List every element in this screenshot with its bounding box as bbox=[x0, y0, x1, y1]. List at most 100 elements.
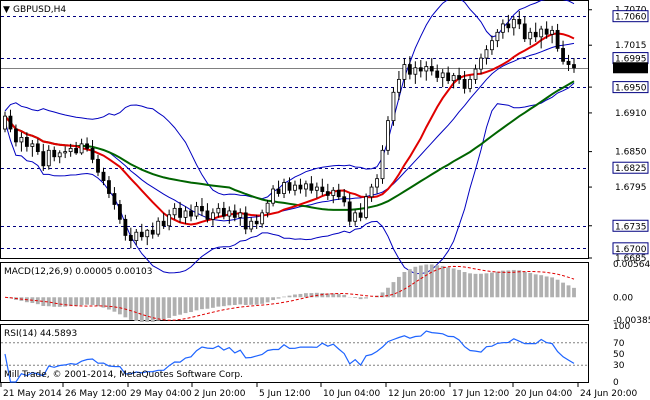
candle bbox=[24, 132, 29, 152]
candle-body bbox=[566, 60, 571, 65]
price-tick-label: 1.6850 bbox=[615, 148, 647, 158]
candle bbox=[320, 178, 325, 196]
candle-body bbox=[24, 137, 29, 147]
candle bbox=[254, 214, 259, 229]
candle-body bbox=[194, 206, 199, 217]
candle-body bbox=[528, 31, 533, 40]
candle bbox=[52, 146, 57, 162]
candle-body bbox=[205, 210, 210, 220]
candle-body bbox=[221, 207, 226, 217]
candle-body bbox=[511, 19, 516, 29]
macd-indicator: 0.00564 0.00 -0.00385 bbox=[4, 260, 650, 326]
candle bbox=[265, 199, 270, 218]
current-price-label: 1.6980 bbox=[615, 64, 647, 74]
candle bbox=[407, 56, 412, 80]
candle-body bbox=[506, 23, 511, 29]
candle bbox=[533, 22, 538, 42]
candle-body bbox=[561, 48, 565, 62]
candle-body bbox=[210, 212, 215, 220]
rsi-line bbox=[4, 330, 575, 383]
candle bbox=[369, 183, 374, 202]
candle-body bbox=[446, 72, 451, 82]
candle bbox=[271, 185, 275, 207]
price-tick-label: 1.6685 bbox=[615, 254, 647, 264]
candle bbox=[391, 87, 396, 126]
ma-green-line bbox=[4, 80, 575, 211]
candle bbox=[440, 69, 445, 88]
candle bbox=[462, 70, 467, 94]
candle bbox=[293, 180, 297, 196]
candle-body bbox=[544, 28, 549, 35]
candle bbox=[298, 178, 303, 194]
candle bbox=[418, 60, 423, 78]
candle-body bbox=[473, 68, 478, 80]
macd-label: MACD(12,26,9) 0.00005 0.00103 bbox=[4, 267, 153, 277]
candle bbox=[172, 203, 177, 220]
candle-body bbox=[314, 186, 319, 191]
level-label-text: 1.6950 bbox=[615, 84, 647, 94]
candle bbox=[484, 45, 489, 65]
candle bbox=[561, 40, 565, 65]
candle bbox=[249, 217, 254, 233]
candle bbox=[309, 176, 314, 194]
candle bbox=[139, 223, 144, 241]
candle-body bbox=[260, 212, 265, 225]
candle bbox=[221, 201, 226, 220]
candle-body bbox=[90, 147, 95, 160]
chart-expand-icon[interactable]: ▼ bbox=[3, 5, 10, 15]
candle-body bbox=[107, 180, 111, 194]
candle bbox=[397, 70, 401, 101]
candle bbox=[216, 203, 221, 218]
candle bbox=[189, 204, 193, 222]
symbol-title: GBPUSD,H4 bbox=[13, 5, 66, 15]
candle-body bbox=[402, 64, 407, 80]
candle-body bbox=[172, 207, 177, 216]
level-label-text: 1.6825 bbox=[615, 164, 647, 174]
candle-body bbox=[517, 19, 522, 25]
candle-body bbox=[200, 206, 204, 212]
candle-body bbox=[533, 31, 538, 38]
candle-body bbox=[156, 220, 161, 235]
price-tick-label: 1.7015 bbox=[615, 41, 647, 51]
candle-body bbox=[271, 188, 275, 204]
candle bbox=[8, 109, 13, 133]
level-label-box bbox=[612, 161, 649, 174]
candle-body bbox=[429, 66, 434, 72]
candle-body bbox=[555, 29, 560, 49]
rsi-tick-label: 0 bbox=[613, 378, 619, 388]
candle-body bbox=[462, 78, 467, 89]
candle-body bbox=[490, 40, 494, 51]
candle bbox=[134, 228, 139, 246]
candle-body bbox=[276, 188, 281, 194]
candle-body bbox=[386, 120, 390, 151]
candle bbox=[107, 176, 111, 199]
candle-body bbox=[407, 64, 412, 75]
macd-signal-line bbox=[4, 265, 575, 321]
candle-body bbox=[293, 184, 297, 191]
time-tick-label: 24 Jun 20:00 bbox=[580, 389, 637, 399]
candle-body bbox=[298, 184, 303, 190]
candle-body bbox=[150, 229, 155, 235]
candle-body bbox=[14, 128, 18, 143]
time-tick-label: 21 May 2014 bbox=[3, 389, 62, 399]
macd-tick-label: -0.00385 bbox=[613, 316, 650, 326]
candle-body bbox=[391, 91, 396, 122]
candle-body bbox=[413, 67, 418, 75]
candle-body bbox=[227, 210, 232, 217]
candle bbox=[200, 198, 204, 217]
candle bbox=[342, 189, 347, 207]
candle-body bbox=[167, 214, 172, 227]
candle bbox=[156, 217, 161, 237]
candle-body bbox=[41, 151, 46, 167]
candle bbox=[386, 116, 390, 155]
candle bbox=[41, 143, 46, 171]
candle-body bbox=[380, 149, 385, 180]
level-label-box bbox=[612, 10, 649, 23]
candle bbox=[304, 180, 308, 197]
candle bbox=[429, 58, 434, 76]
candle-body bbox=[254, 220, 259, 225]
time-tick-label: 12 Jun 20:00 bbox=[388, 389, 445, 399]
candle-body bbox=[183, 210, 188, 218]
candle-body bbox=[369, 186, 374, 198]
